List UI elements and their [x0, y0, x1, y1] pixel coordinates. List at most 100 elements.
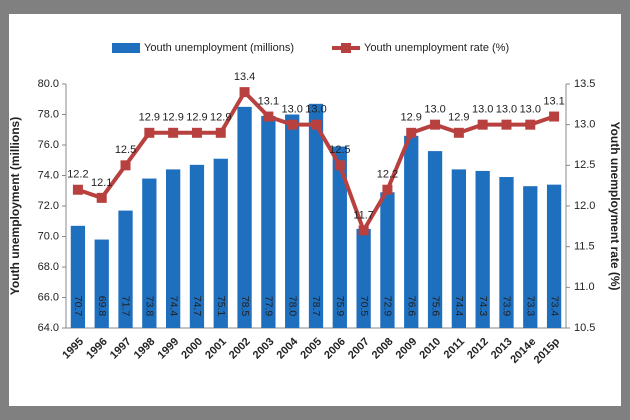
bar-value-label: 69.8: [96, 296, 108, 317]
y2-tick-label: 12.0: [574, 200, 595, 212]
bar: [523, 186, 538, 328]
y-tick-label: 72.0: [38, 200, 59, 212]
y2-axis-title: Youth unemployment rate (%): [608, 121, 622, 290]
line-marker: [96, 192, 107, 203]
line-marker: [477, 119, 488, 130]
bar: [166, 169, 181, 328]
bar: [189, 164, 205, 328]
line-value-label: 13.1: [543, 95, 564, 107]
y-tick-label: 80.0: [38, 78, 59, 90]
bar: [94, 239, 109, 328]
bar: [237, 106, 252, 328]
y2-tick-label: 11.0: [574, 281, 595, 293]
line-marker: [72, 184, 83, 195]
legend-swatch: [341, 43, 351, 53]
bar: [308, 103, 324, 328]
y2-tick-label: 13.5: [574, 78, 595, 90]
bar-value-label: 74.7: [191, 296, 203, 317]
line-value-label: 12.9: [162, 112, 183, 124]
bar: [332, 146, 347, 328]
line-value-label: 13.4: [234, 71, 255, 83]
line-marker: [215, 127, 226, 138]
bar: [546, 184, 562, 328]
bar-value-label: 73.8: [144, 296, 156, 317]
bar-value-label: 78.7: [310, 296, 322, 317]
bar-value-label: 75.6: [429, 296, 441, 317]
line-value-label: 12.5: [329, 144, 350, 156]
y-axis-title: Youth unemployment (millions): [8, 117, 22, 295]
bar-value-label: 78.0: [286, 296, 298, 317]
line-value-label: 12.9: [448, 112, 469, 124]
line-value-label: 13.0: [520, 104, 541, 116]
line-marker: [549, 111, 560, 122]
bar: [142, 178, 157, 328]
bar: [70, 225, 86, 328]
bar: [213, 158, 228, 328]
bar-value-label: 76.6: [405, 296, 417, 317]
line-value-label: 13.0: [305, 104, 326, 116]
y-tick-label: 74.0: [38, 169, 59, 181]
line-value-label: 12.2: [377, 169, 398, 181]
y-tick-label: 64.0: [38, 322, 59, 334]
bar: [427, 151, 443, 328]
bar-value-label: 73.9: [501, 296, 513, 317]
line-value-label: 13.0: [496, 104, 517, 116]
bar-value-label: 78.5: [239, 296, 251, 317]
bar: [118, 210, 133, 328]
bar-value-label: 74.4: [453, 296, 465, 317]
y-tick-label: 76.0: [38, 139, 59, 151]
line-value-label: 12.9: [186, 112, 207, 124]
line-marker: [358, 225, 369, 236]
bar: [261, 116, 276, 329]
legend-label: Youth unemployment (millions): [144, 42, 294, 54]
bar-value-label: 75.9: [334, 296, 346, 317]
bar: [475, 170, 490, 328]
bar-value-label: 73.3: [525, 296, 537, 317]
line-marker: [239, 87, 250, 98]
line-value-label: 13.1: [258, 95, 279, 107]
bar: [356, 228, 371, 328]
bar: [451, 169, 466, 328]
line-value-label: 13.0: [472, 104, 493, 116]
line-value-label: 12.1: [91, 177, 112, 189]
line-marker: [120, 160, 131, 171]
y-tick-label: 68.0: [38, 261, 59, 273]
bar-value-label: 71.7: [120, 296, 132, 317]
line-value-label: 13.0: [281, 104, 302, 116]
line-value-label: 12.9: [401, 112, 422, 124]
line-marker: [501, 119, 512, 130]
y-tick-label: 70.0: [38, 230, 59, 242]
line-marker: [406, 127, 417, 138]
bar-value-label: 74.4: [167, 296, 179, 317]
y2-tick-label: 11.5: [574, 241, 595, 253]
line-marker: [263, 111, 274, 122]
line-value-label: 12.5: [115, 144, 136, 156]
line-marker: [382, 184, 393, 195]
bar-value-label: 72.9: [382, 296, 394, 317]
line-value-label: 11.7: [353, 209, 374, 221]
y2-tick-label: 13.0: [574, 119, 595, 131]
bar-value-label: 73.4: [548, 296, 560, 317]
y-tick-label: 78.0: [38, 108, 59, 120]
line-marker: [168, 127, 179, 138]
bar-value-label: 77.9: [263, 296, 275, 317]
bar-value-label: 75.1: [215, 296, 227, 317]
line-marker: [334, 160, 345, 171]
line-marker: [144, 127, 155, 138]
line-marker: [430, 119, 441, 130]
y-tick-label: 66.0: [38, 291, 59, 303]
y2-tick-label: 12.5: [574, 159, 595, 171]
bar: [380, 192, 395, 328]
line-marker: [453, 127, 464, 138]
line-value-label: 12.2: [67, 169, 88, 181]
line-marker: [525, 119, 536, 130]
line-value-label: 13.0: [424, 104, 445, 116]
bar: [404, 135, 419, 328]
line-value-label: 12.9: [139, 112, 160, 124]
line-marker: [191, 127, 202, 138]
bar: [285, 114, 300, 328]
line-marker: [311, 119, 321, 130]
bar: [499, 177, 514, 328]
